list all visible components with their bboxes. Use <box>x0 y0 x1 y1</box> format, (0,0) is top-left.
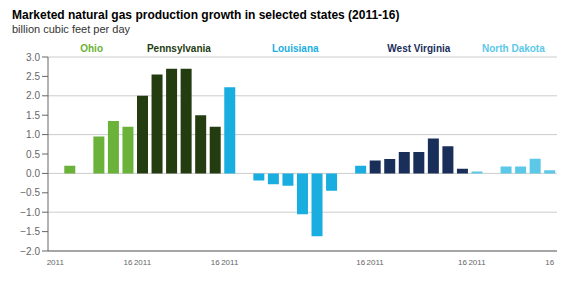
svg-text:0.0: 0.0 <box>26 168 40 179</box>
svg-text:16: 16 <box>545 258 554 267</box>
svg-text:2011: 2011 <box>221 258 239 267</box>
svg-text:−2.0: −2.0 <box>20 246 40 257</box>
svg-text:Pennsylvania: Pennsylvania <box>147 43 211 54</box>
svg-text:North Dakota: North Dakota <box>482 43 545 54</box>
svg-text:2.5: 2.5 <box>26 71 40 82</box>
svg-text:2011: 2011 <box>367 258 385 267</box>
html-text:billion cubic feet per day: billion cubic feet per day <box>12 23 130 35</box>
svg-text:2011: 2011 <box>134 258 152 267</box>
svg-text:West Virginia: West Virginia <box>387 43 450 54</box>
svg-text:1.5: 1.5 <box>26 110 40 121</box>
svg-text:1.0: 1.0 <box>26 129 40 140</box>
svg-text:Ohio: Ohio <box>80 43 103 54</box>
svg-text:16: 16 <box>211 258 220 267</box>
svg-text:Louisiana: Louisiana <box>272 43 319 54</box>
svg-text:3.0: 3.0 <box>26 52 40 63</box>
svg-text:16: 16 <box>124 258 133 267</box>
svg-text:0.5: 0.5 <box>26 149 40 160</box>
html-text:Marketed natural gas productio: Marketed natural gas production growth i… <box>12 8 400 22</box>
svg-text:2011: 2011 <box>468 258 486 267</box>
svg-text:2.0: 2.0 <box>26 90 40 101</box>
svg-text:−1.0: −1.0 <box>20 207 40 218</box>
svg-text:16: 16 <box>458 258 467 267</box>
svg-text:2011: 2011 <box>47 258 65 267</box>
svg-text:−0.5: −0.5 <box>20 187 40 198</box>
svg-text:−1.5: −1.5 <box>20 226 40 237</box>
svg-text:16: 16 <box>356 258 365 267</box>
